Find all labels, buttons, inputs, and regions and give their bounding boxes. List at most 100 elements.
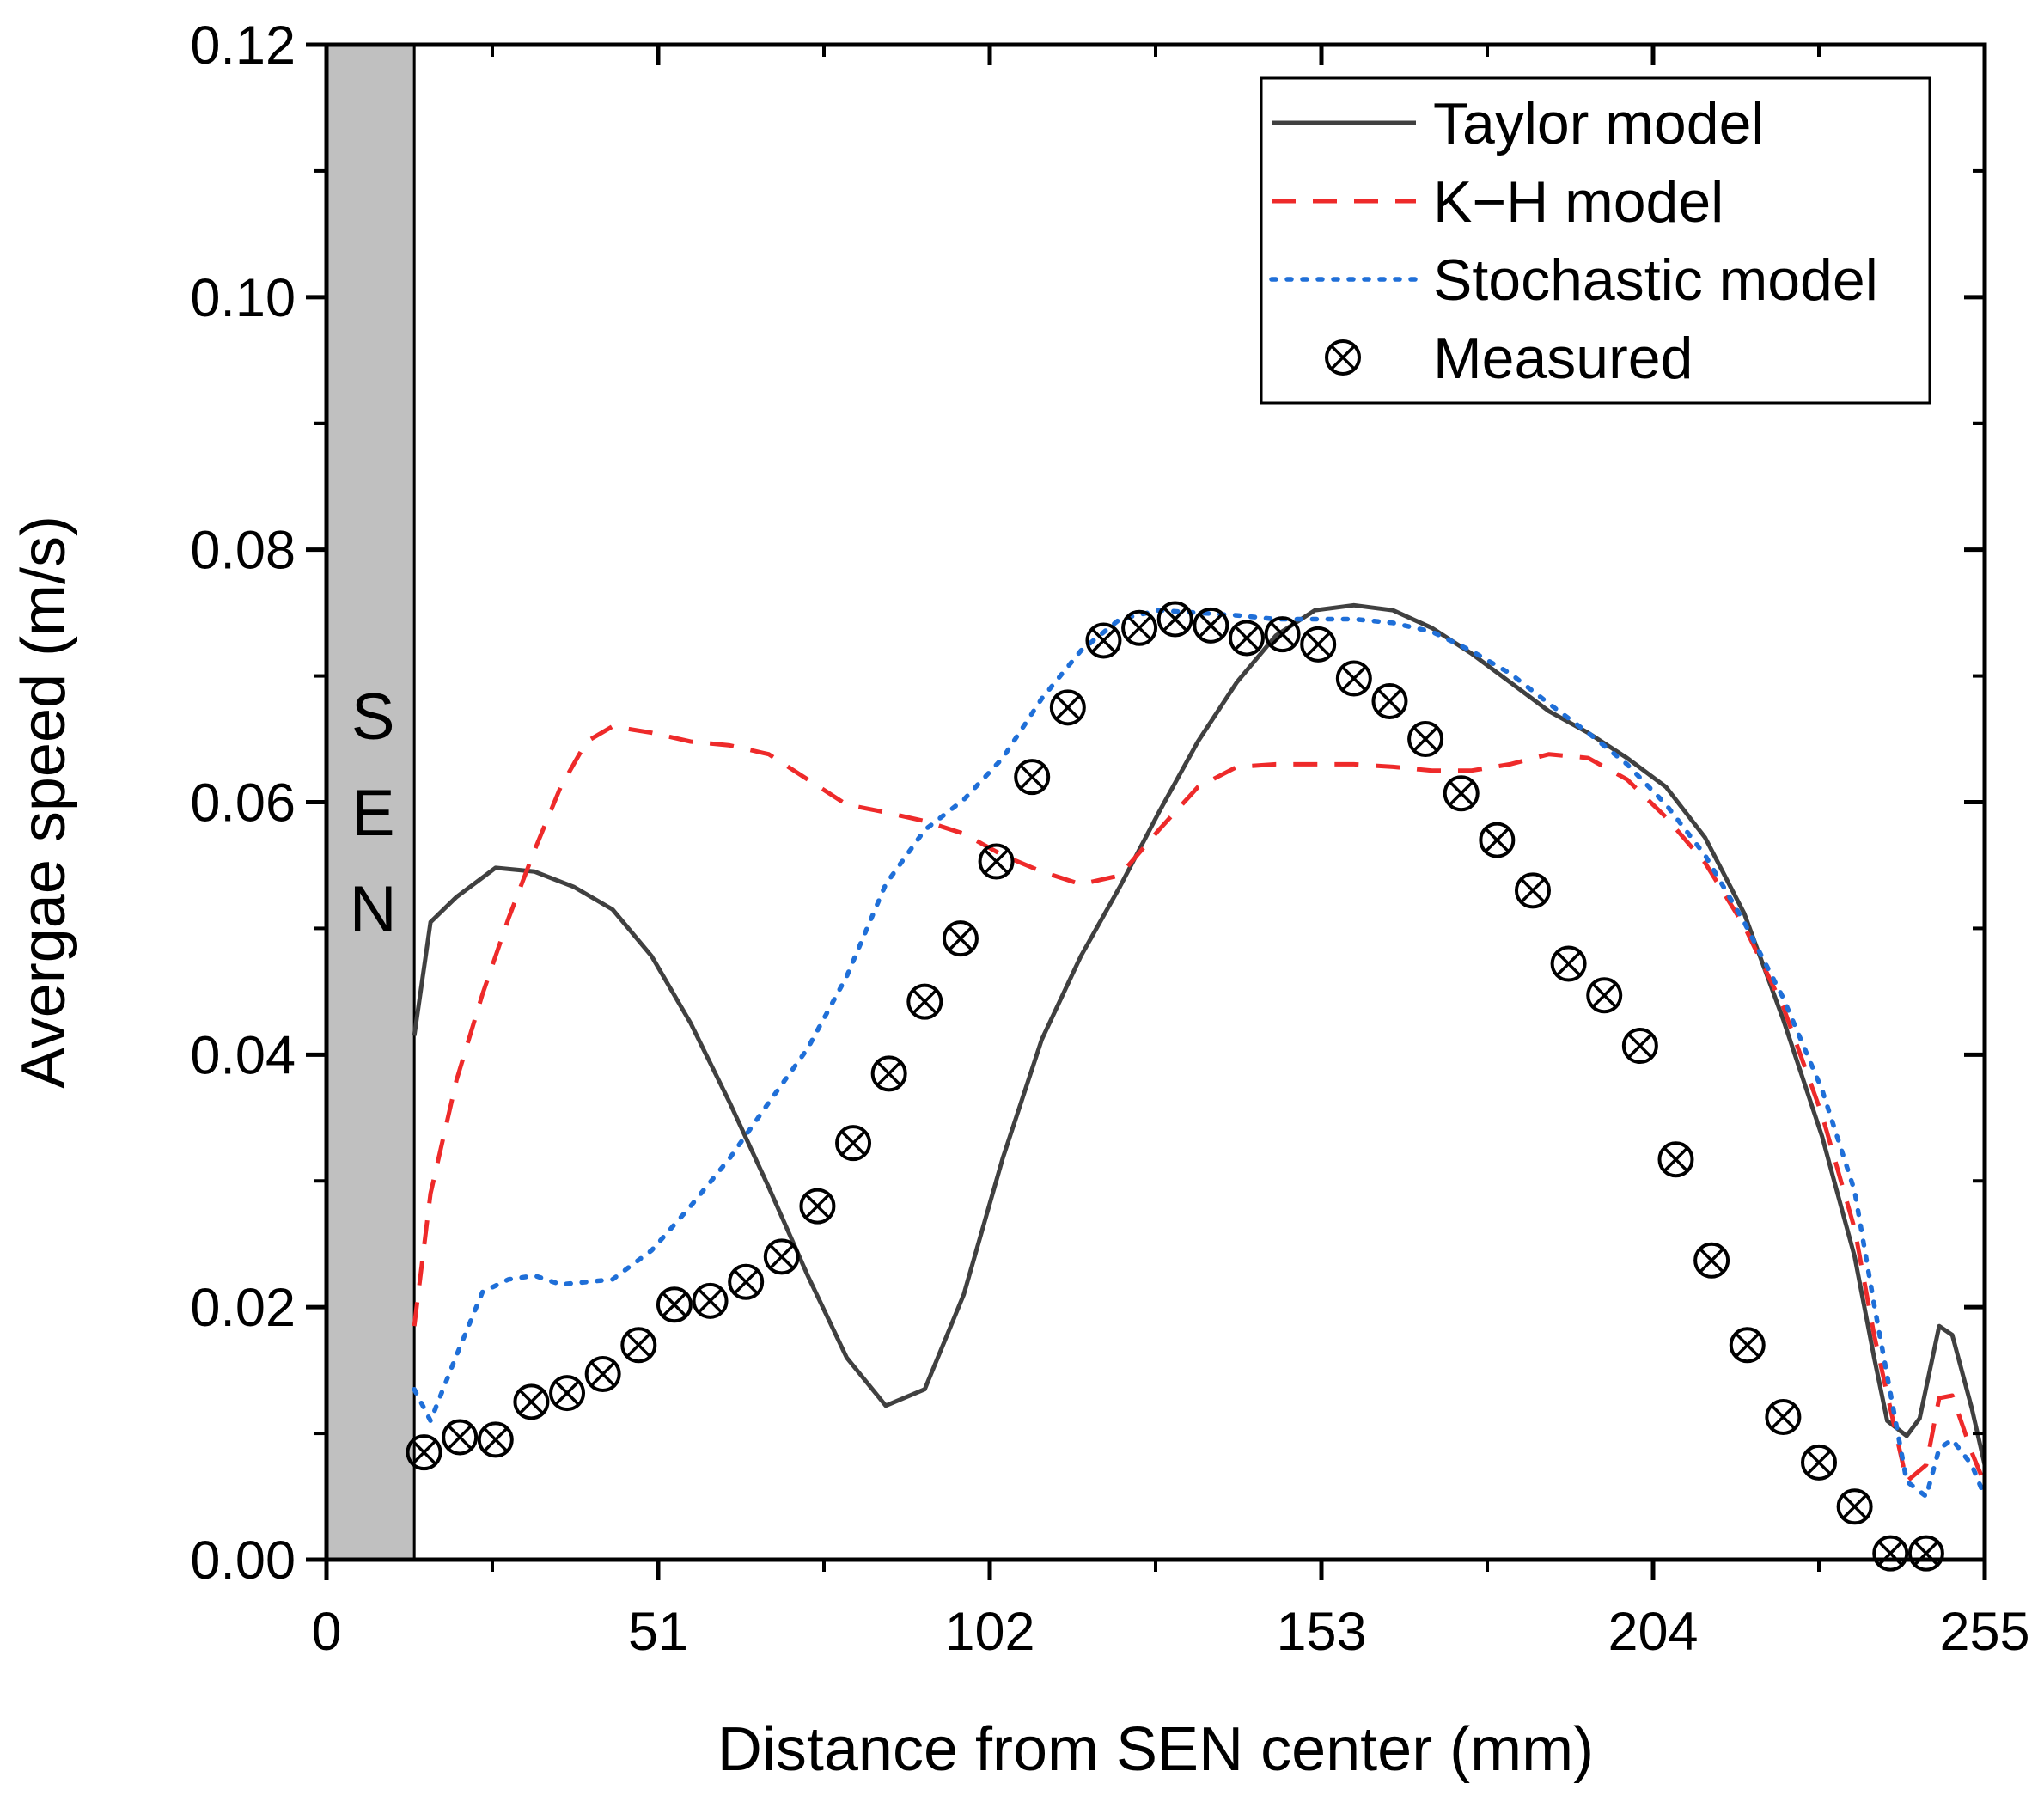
- sen-label-group: SEN: [350, 681, 397, 946]
- measured-point-circle: [1300, 626, 1337, 663]
- measured-point: [549, 1375, 586, 1412]
- measured-point-circle: [513, 1383, 550, 1420]
- legend-label: Stochastic model: [1433, 247, 1878, 313]
- measured-point: [1121, 609, 1158, 646]
- measured-point-cross: [1735, 1332, 1760, 1358]
- measured-point-circle: [1907, 1535, 1944, 1572]
- legend-items: Taylor model K−H model Stochastic model Mea…: [1269, 91, 1878, 391]
- measured-point-cross: [1055, 694, 1081, 720]
- measured-point-circle: [1514, 872, 1551, 909]
- measured-point: [1514, 872, 1551, 909]
- measured-point-circle: [978, 843, 1015, 880]
- x-tick-label: 0: [311, 1602, 341, 1662]
- measured-point: [1407, 721, 1444, 758]
- series-k-h-model: [412, 724, 1987, 1485]
- measured-point-cross: [697, 1288, 723, 1314]
- measured-point-circle: [1621, 1028, 1658, 1065]
- legend-item: Taylor model: [1272, 91, 1765, 156]
- measured-point-circle: [584, 1356, 621, 1393]
- measured-point-circle: [1335, 660, 1372, 697]
- measured-point: [1836, 1488, 1873, 1525]
- measured-point-circle: [942, 920, 979, 957]
- measured-point-cross: [1162, 606, 1188, 632]
- legend-label: K−H model: [1433, 169, 1724, 235]
- measured-point-cross: [1591, 982, 1617, 1008]
- measured-point-cross: [1770, 1404, 1797, 1430]
- measured-point: [1621, 1028, 1658, 1065]
- measured-point: [620, 1327, 657, 1364]
- measured-point: [1156, 601, 1193, 638]
- measured-point: [513, 1383, 550, 1420]
- measured-point-circle: [477, 1421, 514, 1458]
- measured-point-cross: [1555, 950, 1582, 977]
- legend-box: [1260, 76, 1931, 405]
- series-line: [412, 608, 1987, 1500]
- measured-point-cross: [1341, 665, 1367, 692]
- measured-point: [1443, 775, 1480, 812]
- measured-point-circle: [1014, 759, 1051, 796]
- measured-point-cross: [411, 1439, 437, 1465]
- measured-point-cross: [804, 1193, 831, 1219]
- measured-point-circle: [1407, 721, 1444, 758]
- measured-point-circle: [549, 1375, 586, 1412]
- measured-point-circle: [728, 1263, 765, 1300]
- series-layer: [406, 601, 1987, 1572]
- measured-point-circle: [1085, 622, 1122, 659]
- measured-point: [1264, 616, 1301, 653]
- measured-point-cross: [876, 1060, 902, 1087]
- y-tick-label: 0.02: [190, 1278, 296, 1338]
- measured-point: [1765, 1398, 1802, 1435]
- measured-point: [835, 1125, 872, 1162]
- measured-point-circle: [1729, 1327, 1766, 1364]
- y-tick-label: 0.12: [190, 15, 296, 76]
- measured-point-circle: [1156, 601, 1193, 638]
- y-axis-title: Avergae speed (m/s): [9, 516, 78, 1089]
- y-tick-label: 0.00: [190, 1530, 296, 1591]
- measured-point-cross: [1627, 1033, 1653, 1059]
- measured-point-cross: [1234, 625, 1260, 651]
- legend: Taylor model K−H model Stochastic model Mea…: [1260, 76, 1931, 405]
- measured-point: [1872, 1535, 1909, 1572]
- measured-point: [1228, 620, 1265, 657]
- series-stochastic-model: [412, 608, 1987, 1500]
- measured-point: [906, 983, 943, 1020]
- measured-point-cross: [1484, 827, 1510, 853]
- measured-point: [477, 1421, 514, 1458]
- sen-letter-e: E: [351, 777, 395, 850]
- measured-point-cross: [1699, 1248, 1724, 1274]
- measured-point: [1479, 822, 1516, 858]
- measured-point-circle: [1550, 945, 1587, 982]
- measured-point: [1586, 977, 1623, 1014]
- x-tick-label: 255: [1939, 1602, 2029, 1662]
- measured-point: [799, 1188, 836, 1225]
- measured-point-circle: [1657, 1141, 1694, 1178]
- measured-point: [1693, 1242, 1730, 1279]
- measured-point-circle: [906, 983, 943, 1020]
- measured-point: [1085, 622, 1122, 659]
- measured-point-circle: [1264, 616, 1301, 653]
- y-axis: 0.00 0.02 0.04 0.06 0.08 0.10 0.12: [190, 15, 1985, 1591]
- measured-point-cross: [662, 1292, 687, 1317]
- measured-point-circle: [1049, 689, 1086, 726]
- measured-point: [1014, 759, 1051, 796]
- x-tick-label: 51: [628, 1602, 688, 1662]
- measured-point-circle: [656, 1286, 693, 1323]
- measured-point-cross: [1520, 877, 1546, 904]
- measured-point-cross: [1376, 688, 1403, 714]
- sen-letter-n: N: [350, 873, 397, 946]
- measured-point-cross: [1841, 1493, 1868, 1519]
- measured-point: [1335, 660, 1372, 697]
- measured-point: [1801, 1444, 1837, 1481]
- measured-point-circle: [1443, 775, 1480, 812]
- series-line: [412, 724, 1987, 1485]
- legend-item: Measured: [1325, 326, 1693, 391]
- x-axis: 0 51 102 153 204 255: [311, 45, 2030, 1662]
- x-tick-label: 102: [944, 1602, 1034, 1662]
- series-measured: [406, 601, 1944, 1572]
- measured-point-circle: [1228, 620, 1265, 657]
- measured-point-cross: [1126, 615, 1152, 641]
- legend-swatch-marker: [1325, 339, 1361, 376]
- measured-point: [1657, 1141, 1694, 1178]
- measured-point-cross: [483, 1426, 509, 1453]
